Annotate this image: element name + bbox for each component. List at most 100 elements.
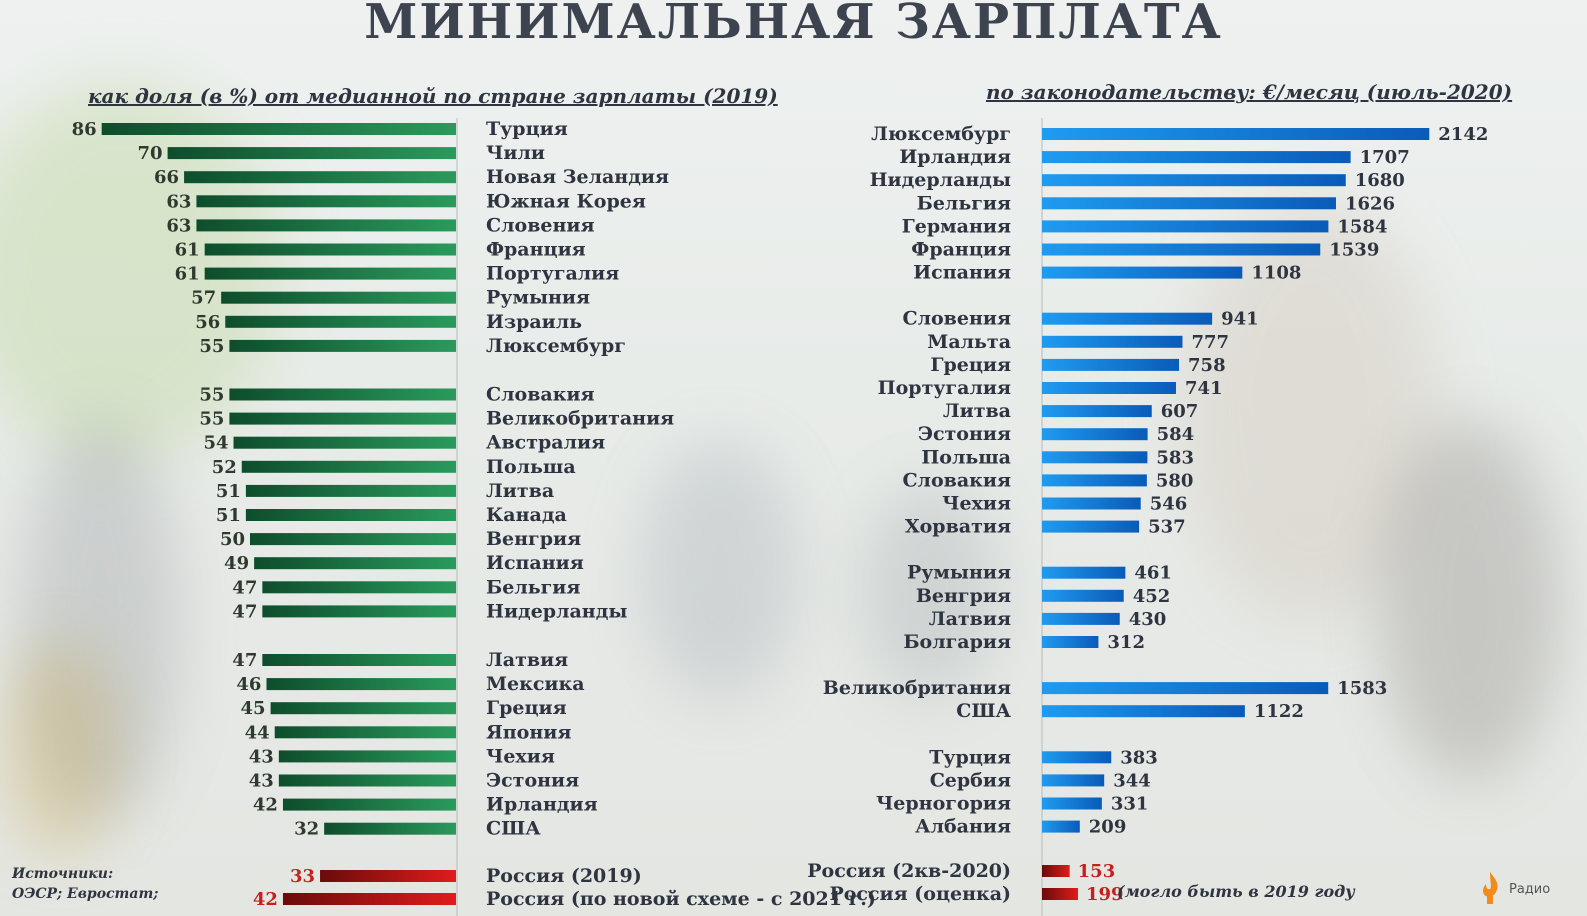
bar-value-label: 47	[232, 577, 257, 598]
category-label: Япония	[486, 721, 571, 743]
highlight-label: Россия (2кв-2020)	[807, 860, 1011, 882]
bar	[229, 339, 456, 352]
bar-value-label: 43	[249, 771, 274, 792]
bar-value-label: 312	[1107, 632, 1145, 653]
category-label: Люксембург	[486, 335, 626, 357]
bar-value-label: 452	[1133, 586, 1171, 607]
bar	[262, 581, 456, 594]
bar-value-label: 43	[249, 746, 274, 767]
bar-value-label: 50	[220, 529, 245, 550]
highlight-value-label: 42	[253, 889, 278, 910]
bar	[274, 726, 456, 739]
bar-value-label: 51	[216, 481, 241, 502]
highlight-bar	[1042, 865, 1070, 877]
bar-value-label: 47	[232, 601, 257, 622]
highlight-bar	[282, 893, 456, 905]
category-label: Венгрия	[486, 528, 581, 550]
category-label: Чили	[486, 142, 545, 164]
bar	[262, 605, 456, 618]
category-label: Австралия	[486, 432, 605, 454]
sources-text: ОЭСР; Евростат;	[12, 886, 159, 902]
bar-value-label: 583	[1156, 447, 1194, 468]
highlight-label: Россия (оценка)	[829, 883, 1011, 905]
category-label: Болгария	[903, 631, 1011, 653]
category-label: Румыния	[486, 287, 590, 309]
bar	[245, 484, 456, 497]
category-label: Эстония	[486, 770, 579, 792]
category-label: Бельгия	[917, 192, 1011, 214]
bar-value-label: 741	[1185, 378, 1223, 399]
category-label: Ирландия	[486, 794, 598, 816]
bar-value-label: 331	[1111, 794, 1149, 815]
category-label: Южная Корея	[486, 190, 646, 212]
bar-value-label: 209	[1089, 817, 1127, 838]
category-label: Португалия	[878, 377, 1011, 399]
bar	[1042, 382, 1176, 394]
category-label: Латвия	[486, 649, 568, 671]
bar	[282, 798, 456, 811]
category-label: Израиль	[486, 311, 582, 333]
sources: Источники: ОЭСР; Евростат;	[12, 864, 158, 904]
category-label: Сербия	[930, 769, 1011, 791]
bar-value-label: 46	[236, 674, 261, 695]
bar-value-label: 344	[1113, 770, 1151, 791]
bar-value-label: 1108	[1251, 263, 1301, 284]
bar-value-label: 1122	[1254, 701, 1304, 722]
bar	[270, 702, 456, 715]
category-label: Албания	[915, 816, 1011, 838]
category-label: Польша	[921, 446, 1011, 468]
bar	[1042, 220, 1329, 233]
bar-value-label: 1584	[1337, 216, 1387, 237]
category-label: Турция	[486, 118, 568, 140]
bar	[250, 533, 456, 546]
category-label: Польша	[486, 456, 576, 478]
bar-value-label: 537	[1148, 517, 1186, 538]
bar-value-label: 461	[1134, 563, 1172, 584]
category-label: Германия	[902, 215, 1011, 237]
bar	[1042, 589, 1124, 602]
highlight-bar	[320, 870, 456, 882]
bar	[278, 774, 456, 787]
category-label: Латвия	[929, 608, 1011, 630]
bar	[1042, 451, 1148, 464]
bar	[1042, 820, 1080, 833]
bar	[1042, 151, 1351, 164]
bar-value-label: 758	[1188, 355, 1226, 376]
bar	[1042, 797, 1102, 810]
category-label: Испания	[486, 552, 584, 574]
bar	[229, 412, 456, 425]
category-label: Хорватия	[905, 516, 1011, 538]
bar	[1042, 128, 1430, 140]
bar	[1042, 174, 1346, 187]
category-label: Люксембург	[871, 123, 1011, 145]
category-label: Великобритания	[823, 677, 1011, 699]
bar	[1042, 266, 1243, 279]
category-label: Словения	[486, 214, 595, 236]
category-label: Словакия	[486, 384, 595, 406]
category-label: Греция	[486, 697, 567, 719]
category-label: Новая Зеландия	[486, 166, 669, 188]
bar-value-label: 1626	[1345, 193, 1395, 214]
bar	[1042, 474, 1147, 487]
bar	[262, 654, 456, 666]
bar	[1042, 566, 1126, 579]
bar	[1042, 774, 1105, 787]
bar	[1042, 751, 1112, 764]
bar	[225, 315, 456, 328]
bar-value-label: 44	[245, 722, 270, 743]
bar-value-label: 1583	[1337, 678, 1387, 699]
category-label: Греция	[930, 354, 1011, 376]
radio-logo: Радио	[1476, 866, 1586, 916]
bar-value-label: 580	[1156, 470, 1194, 491]
category-label: Чехия	[942, 493, 1011, 515]
bar-value-label: 430	[1129, 609, 1167, 630]
bar	[278, 750, 456, 763]
category-label: Канада	[486, 504, 567, 526]
bar	[266, 678, 456, 691]
bar-value-label: 2142	[1438, 124, 1488, 145]
highlight-label: Россия (по новой схеме - с 2021 г.)	[486, 888, 876, 910]
category-label: Эстония	[918, 423, 1011, 445]
bar	[1042, 520, 1140, 533]
russia-estimate-note: (могло быть в 2019 году	[1117, 882, 1355, 901]
